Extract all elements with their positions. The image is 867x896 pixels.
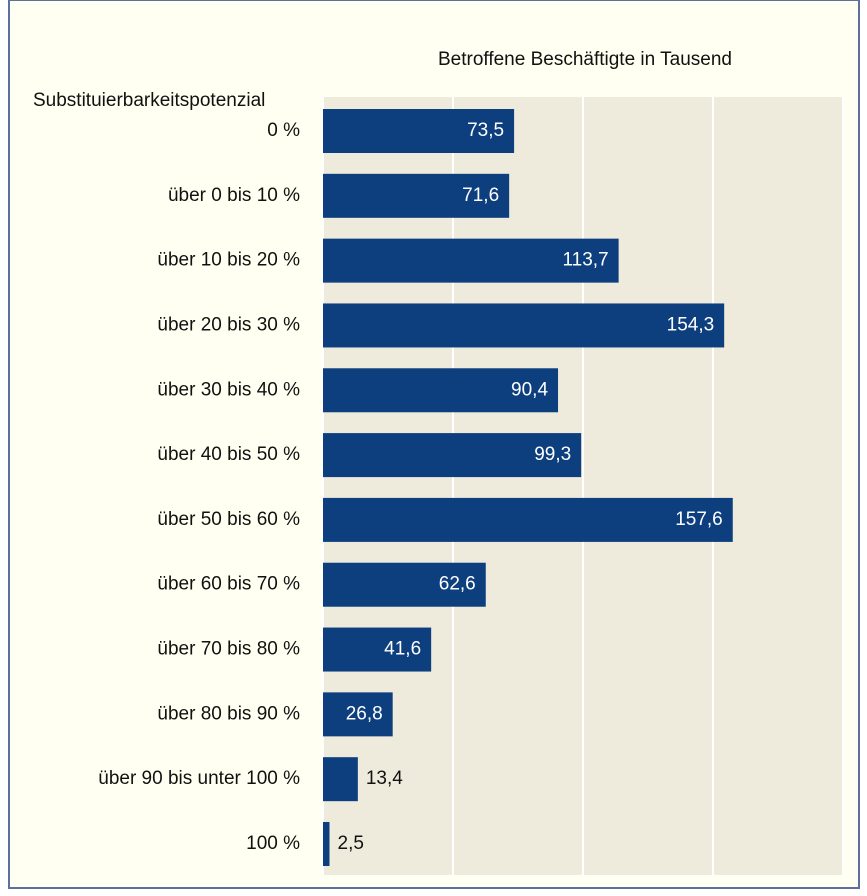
y-tick-label: über 10 bis 20 % xyxy=(157,250,300,271)
bar xyxy=(323,562,486,607)
y-tick-label: 100 % xyxy=(246,833,300,854)
y-tick-label: über 60 bis 70 % xyxy=(157,574,300,595)
value-label: 71,6 xyxy=(462,185,499,206)
value-label: 90,4 xyxy=(511,379,548,400)
bar xyxy=(323,433,582,478)
bar xyxy=(323,627,432,672)
y-tick-label: über 30 bis 40 % xyxy=(157,379,300,400)
bar xyxy=(323,822,330,866)
value-label: 99,3 xyxy=(534,444,571,465)
y-tick-label: über 20 bis 30 % xyxy=(157,314,300,335)
y-tick-label: über 80 bis 90 % xyxy=(157,703,300,724)
value-label: 62,6 xyxy=(439,574,476,595)
value-label: 73,5 xyxy=(467,120,504,141)
value-label: 154,3 xyxy=(667,314,715,335)
bar xyxy=(323,368,559,413)
value-label: 2,5 xyxy=(338,833,364,854)
bar xyxy=(323,692,393,737)
bar xyxy=(323,303,725,348)
bar xyxy=(323,173,510,218)
y-tick-label: über 0 bis 10 % xyxy=(168,185,300,206)
y-tick-label: über 40 bis 50 % xyxy=(157,444,300,465)
value-label: 26,8 xyxy=(346,703,383,724)
x-axis-title: Betroffene Beschäftigte in Tausend xyxy=(438,49,732,70)
y-axis-title: Substituierbarkeitspotenzial xyxy=(33,90,265,111)
y-tick-label: 0 % xyxy=(267,120,300,141)
y-tick-label: über 50 bis 60 % xyxy=(157,509,300,530)
bar xyxy=(323,109,515,153)
bar xyxy=(323,238,619,283)
value-label: 113,7 xyxy=(562,250,608,271)
value-label: 41,6 xyxy=(384,639,421,660)
bar xyxy=(323,757,358,802)
value-label: 13,4 xyxy=(366,768,403,789)
bar xyxy=(323,497,733,542)
y-tick-label: über 90 bis unter 100 % xyxy=(98,768,300,789)
y-tick-label: über 70 bis 80 % xyxy=(157,639,300,660)
value-label: 157,6 xyxy=(675,509,723,530)
